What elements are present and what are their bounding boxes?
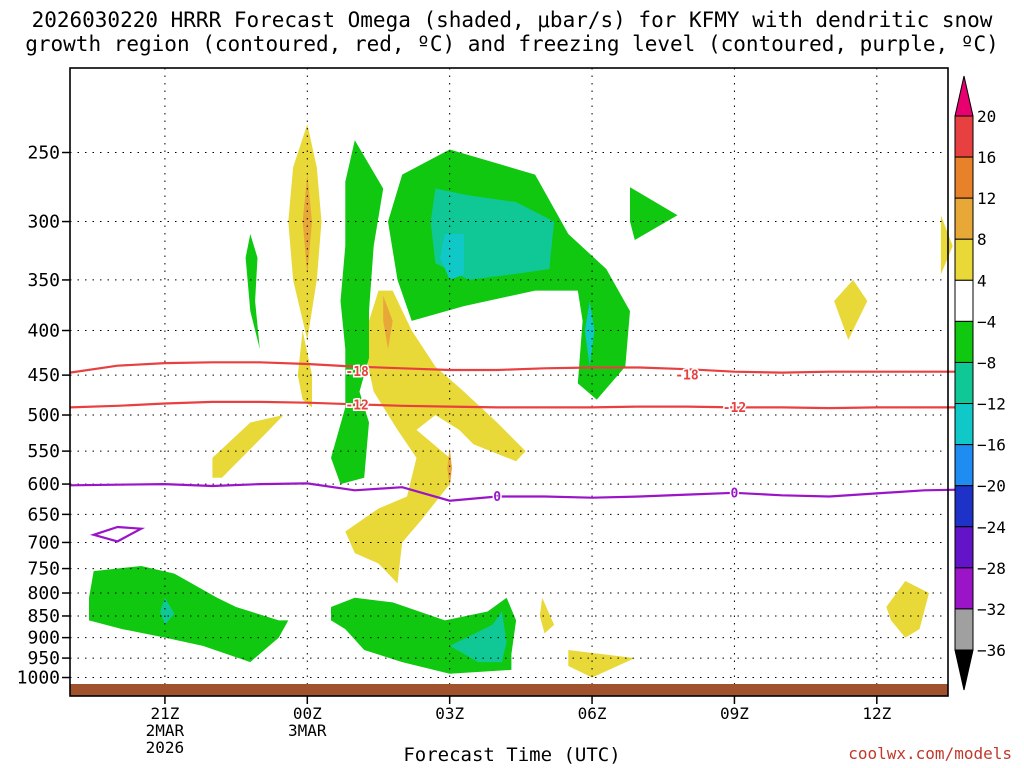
omega-shaded-region-18 xyxy=(630,187,678,240)
colorbar-bin-3 xyxy=(954,197,974,240)
colorbar-label-3: 8 xyxy=(977,230,987,249)
ground-strip xyxy=(70,684,948,696)
x-tick-label-00Z: 00Z xyxy=(293,704,322,723)
colorbar-bin-11 xyxy=(954,526,974,569)
colorbar-label-13: −36 xyxy=(977,641,1006,660)
omega-shaded-region-6 xyxy=(447,447,452,488)
colorbar-bin-12 xyxy=(954,567,974,610)
x-tick-label-06Z: 06Z xyxy=(578,704,607,723)
colorbar-label-8: −16 xyxy=(977,436,1006,455)
colorbar-bin-4 xyxy=(954,238,974,281)
colorbar-bottom-arrow xyxy=(954,649,974,691)
source-credit: coolwx.com/models xyxy=(848,744,1012,763)
omega-shaded-region-2 xyxy=(297,330,312,408)
omega-shaded-region-13 xyxy=(331,140,384,485)
x-tick-label-21Z: 21Z xyxy=(150,704,179,723)
omega-shaded-region-3 xyxy=(212,415,284,478)
omega-shaded-region-4 xyxy=(345,290,526,584)
colorbar-label-6: −8 xyxy=(977,353,996,372)
colorbar-label-9: −20 xyxy=(977,477,1006,496)
omega-shaded-region-22 xyxy=(449,611,507,663)
colorbar-bin-10 xyxy=(954,485,974,528)
colorbar-label-11: −28 xyxy=(977,559,1006,578)
y-tick-label-850: 850 xyxy=(27,606,60,627)
x-tick-year-21Z: 2026 xyxy=(146,738,185,757)
colorbar-bin-5 xyxy=(954,279,974,322)
omega-shaded-region-16 xyxy=(440,234,464,280)
contour-line-0 xyxy=(69,361,958,374)
x-tick-date-21Z: 2MAR xyxy=(146,721,185,740)
contour-line-1 xyxy=(69,400,958,410)
y-tick-label-450: 450 xyxy=(27,365,60,386)
omega-shaded-region-11 xyxy=(568,650,635,678)
colorbar-label-10: −24 xyxy=(977,518,1006,537)
y-tick-label-500: 500 xyxy=(27,405,60,426)
y-tick-label-600: 600 xyxy=(27,474,60,495)
colorbar-bin-6 xyxy=(954,320,974,363)
chart-title-line-2: growth region (contoured, red, ºC) and f… xyxy=(25,32,999,56)
omega-shaded-region-20 xyxy=(160,597,175,625)
omega-shaded-region-17 xyxy=(584,301,595,367)
omega-shaded-region-9 xyxy=(886,581,929,638)
omega-shaded-region-1 xyxy=(302,174,312,275)
x-tick-label-03Z: 03Z xyxy=(435,704,464,723)
omega-shaded-region-19 xyxy=(89,566,289,663)
colorbar-bin-8 xyxy=(954,403,974,446)
contour-label-0-0: -18 xyxy=(345,365,369,380)
colorbar-label-1: 16 xyxy=(977,148,996,167)
contour-line-3 xyxy=(89,525,146,543)
y-tick-label-650: 650 xyxy=(27,504,60,525)
y-tick-label-1000: 1000 xyxy=(17,668,60,689)
y-tick-label-300: 300 xyxy=(27,212,60,233)
contour-label-2-1: 0 xyxy=(731,486,739,501)
y-tick-label-400: 400 xyxy=(27,321,60,342)
contour-label-1-0: -12 xyxy=(345,399,368,414)
y-tick-label-550: 550 xyxy=(27,441,60,462)
contour-label-1-1: -12 xyxy=(723,401,746,416)
y-tick-label-250: 250 xyxy=(27,143,60,164)
colorbar-label-5: −4 xyxy=(977,312,996,331)
colorbar-bin-7 xyxy=(954,361,974,405)
omega-shaded-region-12 xyxy=(245,234,260,349)
y-tick-label-750: 750 xyxy=(27,559,60,580)
chart-title-line-1: 2026030220 HRRR Forecast Omega (shaded, … xyxy=(31,8,993,32)
contour-line-2 xyxy=(69,482,958,502)
colorbar-bin-13 xyxy=(954,608,974,651)
omega-shaded-region-10 xyxy=(539,597,555,634)
omega-shaded-region-5 xyxy=(383,295,393,349)
x-tick-date-00Z: 3MAR xyxy=(288,721,327,740)
colorbar-label-2: 12 xyxy=(977,189,996,208)
colorbar-bin-2 xyxy=(954,156,974,199)
colorbar-label-7: −12 xyxy=(977,395,1006,414)
x-tick-label-09Z: 09Z xyxy=(720,704,749,723)
y-tick-label-350: 350 xyxy=(27,270,60,291)
omega-shaded-region-8 xyxy=(940,215,953,275)
x-tick-label-12Z: 12Z xyxy=(862,704,891,723)
colorbar-label-4: 4 xyxy=(977,271,987,290)
y-tick-label-700: 700 xyxy=(27,532,60,553)
y-tick-label-950: 950 xyxy=(27,648,60,669)
y-tick-label-800: 800 xyxy=(27,583,60,604)
x-axis-title: Forecast Time (UTC) xyxy=(403,744,621,766)
contour-label-2-0: 0 xyxy=(493,490,501,505)
colorbar-bin-9 xyxy=(954,444,974,487)
omega-shaded-region-7 xyxy=(834,279,868,340)
plot-frame xyxy=(69,67,949,697)
colorbar-label-0: 20 xyxy=(977,107,996,126)
contour-label-0-1: -18 xyxy=(675,369,699,384)
colorbar-label-12: −32 xyxy=(977,600,1006,619)
y-tick-label-900: 900 xyxy=(27,628,60,649)
colorbar-bin-1 xyxy=(954,115,974,158)
colorbar-top-arrow xyxy=(954,75,974,117)
